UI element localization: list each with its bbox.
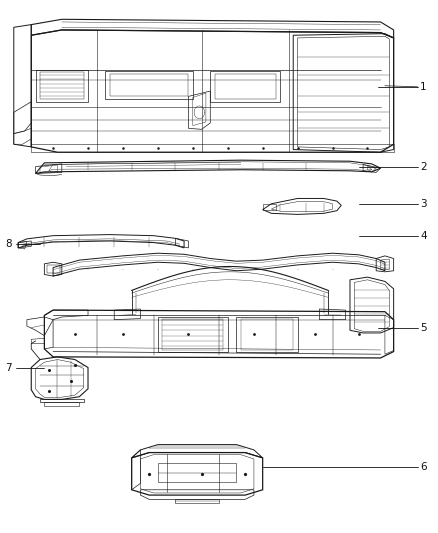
Text: 6: 6: [420, 462, 427, 472]
Text: 7: 7: [5, 362, 12, 373]
Text: 3: 3: [420, 199, 427, 209]
Text: 5: 5: [420, 322, 427, 333]
Text: 1: 1: [420, 82, 427, 92]
Text: 8: 8: [5, 239, 12, 249]
Text: 4: 4: [420, 231, 427, 241]
Text: 2: 2: [420, 161, 427, 172]
